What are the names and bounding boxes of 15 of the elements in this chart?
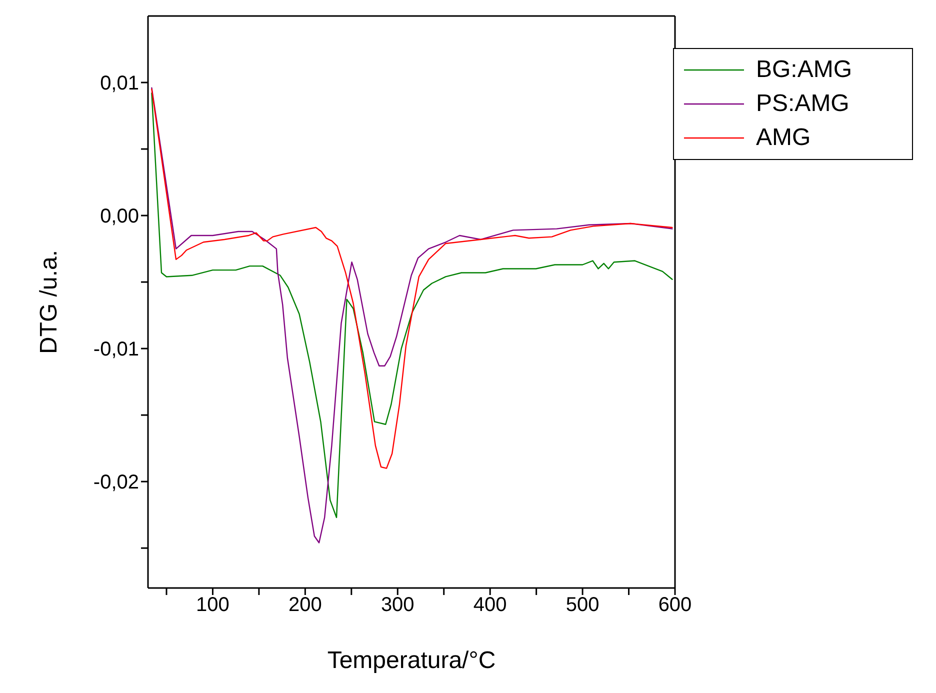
y-tick-label: 0,01: [100, 72, 139, 95]
x-tick-label: 600: [658, 594, 692, 616]
x-tick-label: 300: [380, 594, 414, 616]
y-tick-label: -0,01: [93, 338, 139, 361]
y-axis-title: DTG /u.a.: [36, 250, 63, 354]
legend-label: AMG: [756, 124, 811, 152]
x-tick-label: 100: [196, 594, 230, 616]
x-axis-title: Temperatura/°C: [327, 647, 496, 674]
legend-label: PS:AMG: [756, 90, 850, 118]
y-tick-label: 0,00: [100, 206, 139, 228]
legend-label: BG:AMG: [756, 56, 852, 84]
x-tick-label: 200: [288, 594, 322, 616]
x-tick-label: 400: [473, 594, 507, 616]
x-tick-label: 500: [566, 594, 600, 616]
y-tick-label: -0,02: [93, 472, 139, 494]
